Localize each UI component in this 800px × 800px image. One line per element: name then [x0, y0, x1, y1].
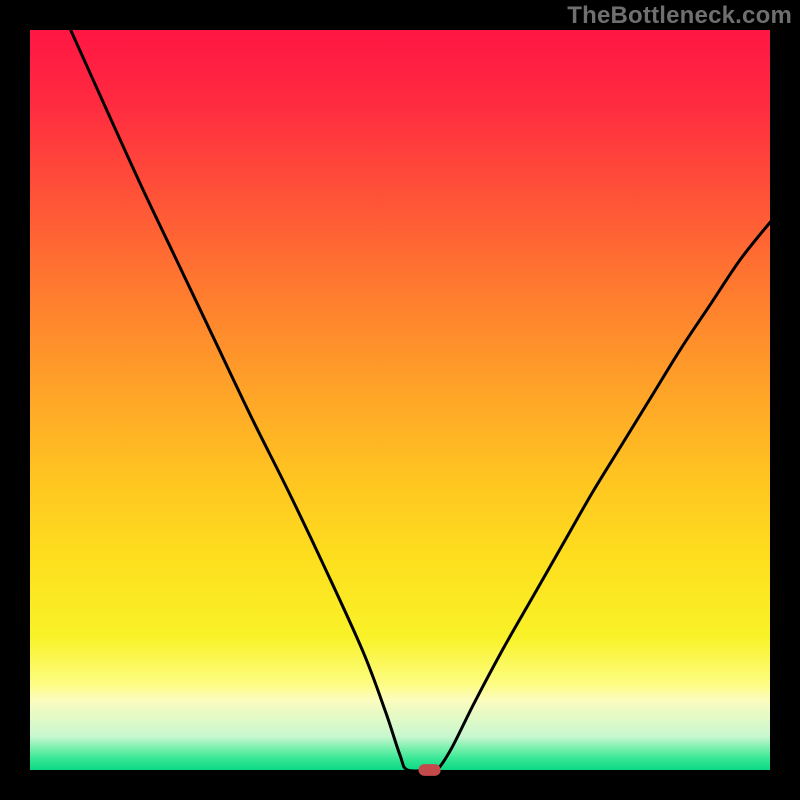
bottleneck-chart	[0, 0, 800, 800]
watermark-text: TheBottleneck.com	[567, 2, 792, 30]
figure-root: TheBottleneck.com	[0, 0, 800, 800]
optimum-marker	[419, 764, 441, 776]
plot-background	[30, 30, 770, 770]
